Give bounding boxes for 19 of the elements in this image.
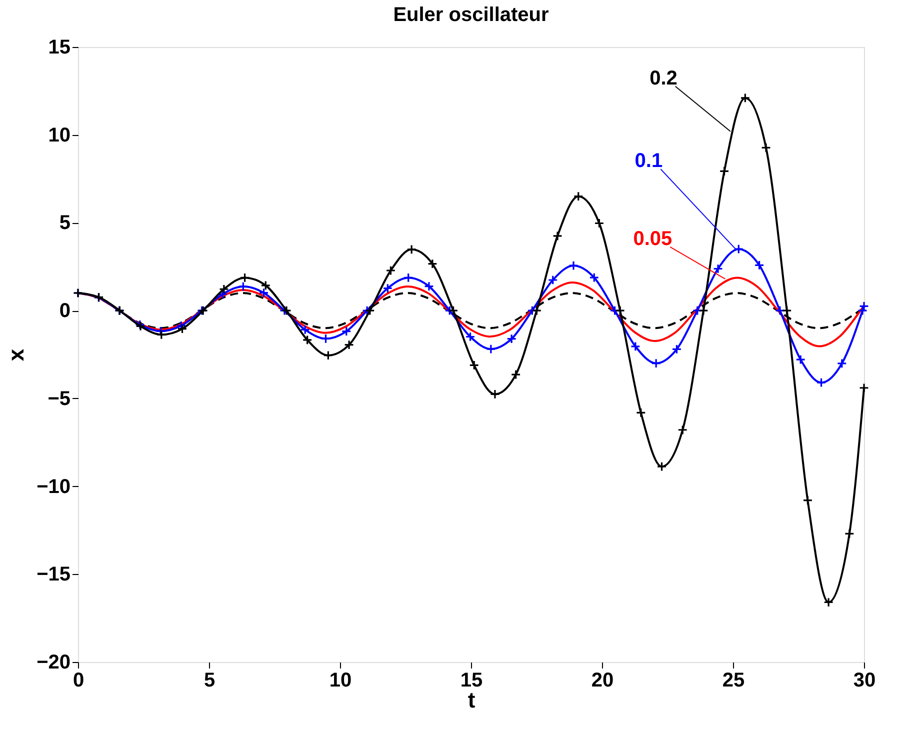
y-tick-label: −20 (36, 652, 70, 674)
y-axis-title: x (4, 348, 29, 362)
x-tick-label: 30 (853, 670, 876, 692)
x-tick-label: 10 (329, 670, 352, 692)
y-tick-label: 15 (48, 36, 70, 58)
y-tick-label: −15 (36, 564, 70, 586)
x-tick-label: 0 (72, 670, 84, 692)
annotation: 0.1 (634, 150, 663, 172)
x-tick-label: 20 (591, 670, 614, 692)
y-tick-label: 10 (48, 124, 70, 146)
annotation: 0.05 (633, 228, 672, 250)
x-tick-label: 25 (722, 670, 745, 692)
annotation: 0.2 (650, 67, 678, 90)
chart-title: Euler oscillateur (393, 4, 550, 26)
y-tick-label: −10 (36, 476, 70, 498)
y-tick-label: 5 (59, 212, 70, 234)
x-tick-label: 5 (204, 670, 216, 692)
y-tick-label: 0 (59, 300, 70, 322)
y-tick-label: −5 (48, 388, 70, 410)
